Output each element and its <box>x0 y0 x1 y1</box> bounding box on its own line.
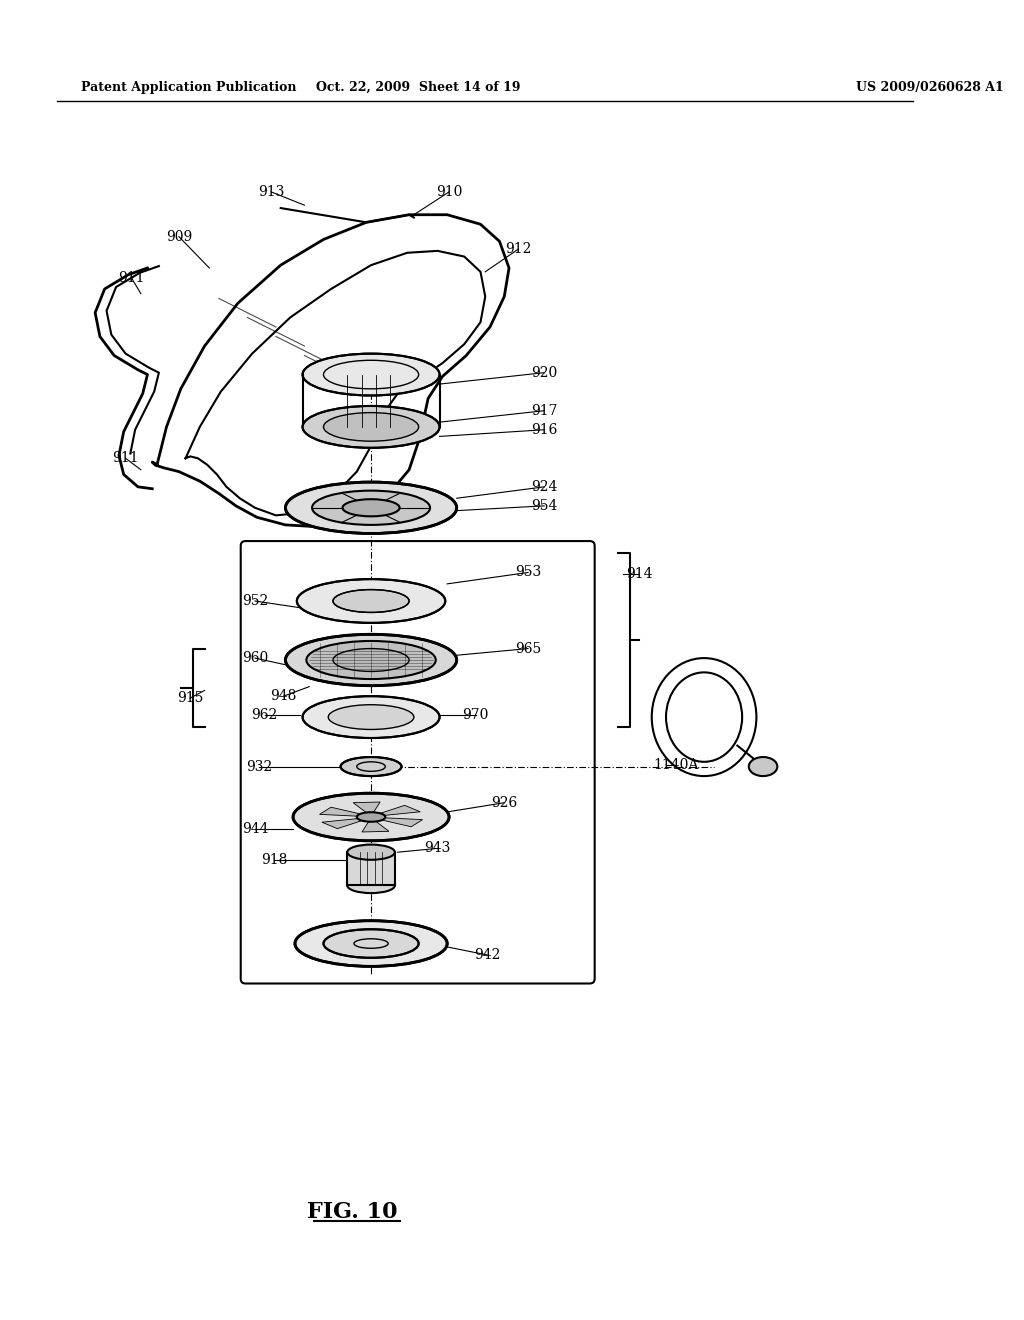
Text: 916: 916 <box>531 422 557 437</box>
Text: 918: 918 <box>261 853 287 867</box>
Text: 924: 924 <box>531 480 557 494</box>
Text: 911: 911 <box>113 451 139 465</box>
Text: 914: 914 <box>626 568 652 581</box>
Ellipse shape <box>293 793 450 841</box>
Text: 962: 962 <box>251 709 278 722</box>
Ellipse shape <box>333 590 410 612</box>
Ellipse shape <box>324 929 419 958</box>
Text: 964: 964 <box>308 651 335 665</box>
Text: 952: 952 <box>242 594 268 609</box>
Text: 915: 915 <box>177 692 204 705</box>
Text: 1140A: 1140A <box>653 758 698 772</box>
Text: 953: 953 <box>515 565 541 579</box>
Text: 965: 965 <box>515 642 541 656</box>
Text: 970: 970 <box>463 709 488 722</box>
Polygon shape <box>380 805 420 816</box>
Text: 926: 926 <box>492 796 517 809</box>
Text: 942: 942 <box>474 948 501 962</box>
Ellipse shape <box>347 878 395 894</box>
Ellipse shape <box>312 491 430 525</box>
Text: 960: 960 <box>242 651 268 665</box>
Polygon shape <box>382 818 423 826</box>
Ellipse shape <box>347 845 395 859</box>
Ellipse shape <box>286 635 457 685</box>
Ellipse shape <box>324 413 419 441</box>
Ellipse shape <box>302 696 439 738</box>
Text: 920: 920 <box>531 366 557 380</box>
Ellipse shape <box>302 407 439 447</box>
Ellipse shape <box>306 642 436 678</box>
Ellipse shape <box>342 499 399 516</box>
Text: 932: 932 <box>246 759 272 774</box>
Ellipse shape <box>295 920 447 966</box>
Text: 913: 913 <box>258 185 285 199</box>
Polygon shape <box>319 808 360 816</box>
Text: 911: 911 <box>118 271 144 285</box>
Text: 948: 948 <box>270 689 297 704</box>
Text: US 2009/0260628 A1: US 2009/0260628 A1 <box>856 81 1005 94</box>
Text: 910: 910 <box>436 185 462 199</box>
Text: Patent Application Publication: Patent Application Publication <box>81 81 296 94</box>
Ellipse shape <box>356 812 385 822</box>
Polygon shape <box>353 803 380 813</box>
Ellipse shape <box>302 354 439 396</box>
Ellipse shape <box>329 705 414 730</box>
Polygon shape <box>361 821 389 832</box>
Ellipse shape <box>749 758 777 776</box>
Polygon shape <box>322 818 361 829</box>
Text: FIG. 10: FIG. 10 <box>307 1201 397 1222</box>
Text: 943: 943 <box>425 841 451 855</box>
Ellipse shape <box>341 758 401 776</box>
Text: 954: 954 <box>531 499 557 513</box>
Text: Oct. 22, 2009  Sheet 14 of 19: Oct. 22, 2009 Sheet 14 of 19 <box>316 81 521 94</box>
Ellipse shape <box>297 579 445 623</box>
FancyBboxPatch shape <box>347 853 395 886</box>
Text: 912: 912 <box>506 242 531 256</box>
Text: 917: 917 <box>531 404 557 417</box>
Text: 909: 909 <box>166 230 191 244</box>
Ellipse shape <box>286 482 457 533</box>
Text: 944: 944 <box>242 822 268 837</box>
Ellipse shape <box>333 648 410 672</box>
